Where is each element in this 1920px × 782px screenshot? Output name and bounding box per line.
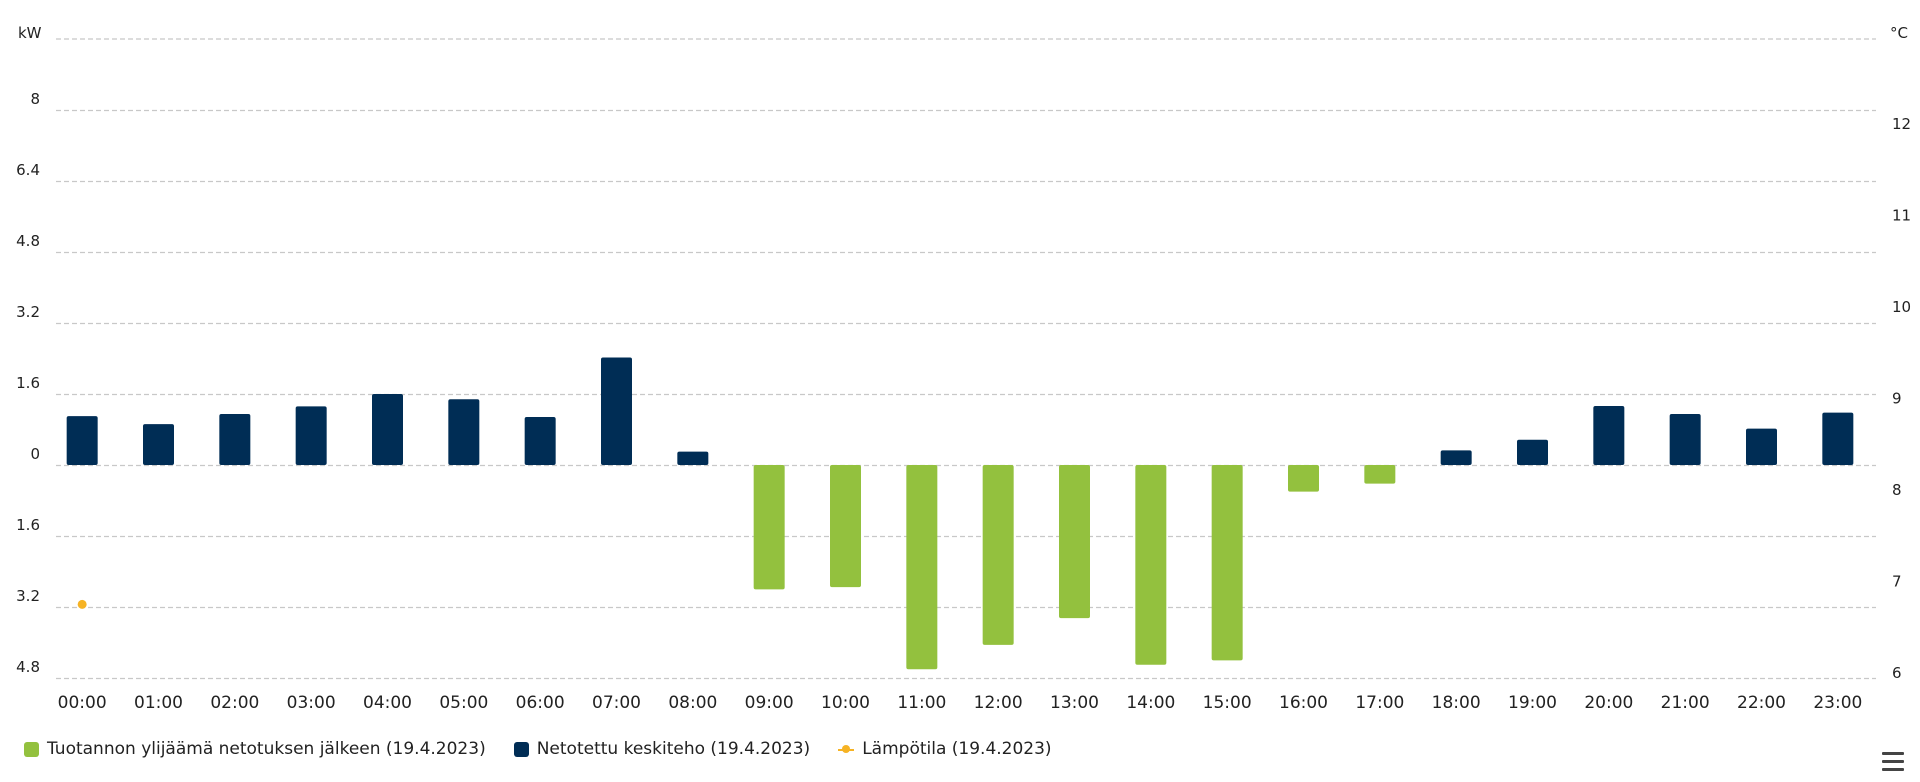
bar-net-power [524, 417, 556, 465]
right-axis-unit: °C [1890, 24, 1908, 42]
bar-net-power [1746, 428, 1777, 465]
y-axis-tick-label-left: 4.8 [16, 232, 40, 250]
legend-label-surplus: Tuotannon ylijäämä netotuksen jälkeen (1… [47, 739, 486, 759]
y-axis-tick-label-right: 9 [1892, 390, 1902, 408]
x-axis-tick-label: 17:00 [1355, 693, 1404, 713]
x-axis-tick-label: 04:00 [363, 693, 412, 713]
x-axis-tick-label: 11:00 [897, 693, 946, 713]
x-axis-tick-label: 22:00 [1737, 693, 1786, 713]
y-axis-tick-label-left: 0 [30, 445, 40, 463]
y-axis-tick-label-left: 3.2 [16, 587, 40, 605]
y-axis-tick-label-left: 6.4 [16, 161, 40, 179]
x-axis-tick-label: 05:00 [439, 693, 488, 713]
x-axis-tick-label: 09:00 [745, 693, 794, 713]
legend-item-surplus[interactable]: Tuotannon ylijäämä netotuksen jälkeen (1… [24, 739, 486, 759]
bar-net-power [66, 416, 98, 465]
y-axis-tick-label-left: 8 [30, 90, 40, 108]
y-axis-tick-label-right: 8 [1892, 481, 1902, 499]
x-axis-tick-label: 21:00 [1661, 693, 1710, 713]
x-axis-tick-label: 12:00 [974, 693, 1023, 713]
legend-swatch-net-power [513, 741, 529, 757]
bar-surplus [982, 465, 1014, 645]
x-axis-tick-label: 19:00 [1508, 693, 1557, 713]
legend: Tuotannon ylijäämä netotuksen jälkeen (1… [24, 736, 1052, 762]
y-axis-tick-label-right: 10 [1892, 298, 1911, 316]
y-axis-tick-label-right: 12 [1892, 115, 1911, 133]
x-axis-tick-label: 13:00 [1050, 693, 1099, 713]
legend-label-net-power: Netotettu keskiteho (19.4.2023) [536, 739, 811, 759]
x-axis-tick-label: 15:00 [1203, 693, 1252, 713]
x-axis-tick-label: 00:00 [58, 693, 107, 713]
bar-net-power [1440, 450, 1472, 465]
x-axis-tick-label: 06:00 [516, 693, 565, 713]
bar-net-power [295, 406, 327, 465]
legend-item-net-power[interactable]: Netotettu keskiteho (19.4.2023) [513, 739, 811, 759]
x-axis-tick-label: 14:00 [1126, 693, 1175, 713]
legend-label-temperature: Lämpötila (19.4.2023) [862, 739, 1052, 759]
bar-net-power [1593, 405, 1625, 465]
temperature-point [77, 599, 87, 609]
bar-net-power [219, 413, 251, 465]
x-axis-tick-label: 07:00 [592, 693, 641, 713]
y-axis-tick-label-right: 6 [1892, 664, 1902, 682]
bar-net-power [372, 393, 403, 465]
x-axis-tick-label: 02:00 [210, 693, 259, 713]
legend-swatch-surplus [24, 741, 39, 757]
bar-surplus [1211, 465, 1243, 661]
bar-net-power [1517, 439, 1548, 465]
bar-surplus [1135, 465, 1167, 665]
bar-surplus [906, 465, 938, 670]
y-axis-tick-label-right: 11 [1892, 207, 1911, 225]
y-axis-tick-label-right: 7 [1892, 573, 1902, 591]
legend-swatch-temperature [838, 742, 855, 757]
bar-surplus [1364, 465, 1396, 484]
x-axis-tick-label: 18:00 [1432, 693, 1481, 713]
x-axis-tick-label: 20:00 [1584, 693, 1633, 713]
y-axis-tick-label-left: 4.8 [16, 658, 40, 676]
bar-surplus [1288, 465, 1319, 492]
chart-menu-hamburger-icon[interactable] [1882, 752, 1904, 772]
bar-net-power [1822, 412, 1854, 465]
x-axis-tick-label: 10:00 [821, 693, 870, 713]
x-axis-tick-label: 16:00 [1279, 693, 1328, 713]
bar-net-power [1669, 413, 1701, 465]
left-axis-unit: kW [18, 24, 42, 42]
x-axis-tick-label: 08:00 [668, 693, 717, 713]
legend-item-temperature[interactable]: Lämpötila (19.4.2023) [838, 739, 1052, 759]
bar-surplus [753, 465, 785, 590]
x-axis-tick-label: 03:00 [287, 693, 336, 713]
y-axis-tick-label-left: 1.6 [16, 516, 40, 534]
bar-net-power [143, 424, 174, 465]
y-axis-tick-label-left: 3.2 [16, 303, 40, 321]
bar-net-power [677, 451, 709, 465]
bar-net-power [448, 399, 480, 465]
bar-net-power [601, 357, 632, 465]
x-axis-tick-label: 23:00 [1813, 693, 1862, 713]
x-axis-tick-label: 01:00 [134, 693, 183, 713]
bar-surplus [830, 465, 861, 588]
bar-surplus [1059, 465, 1090, 619]
y-axis-tick-label-left: 1.6 [16, 374, 40, 392]
